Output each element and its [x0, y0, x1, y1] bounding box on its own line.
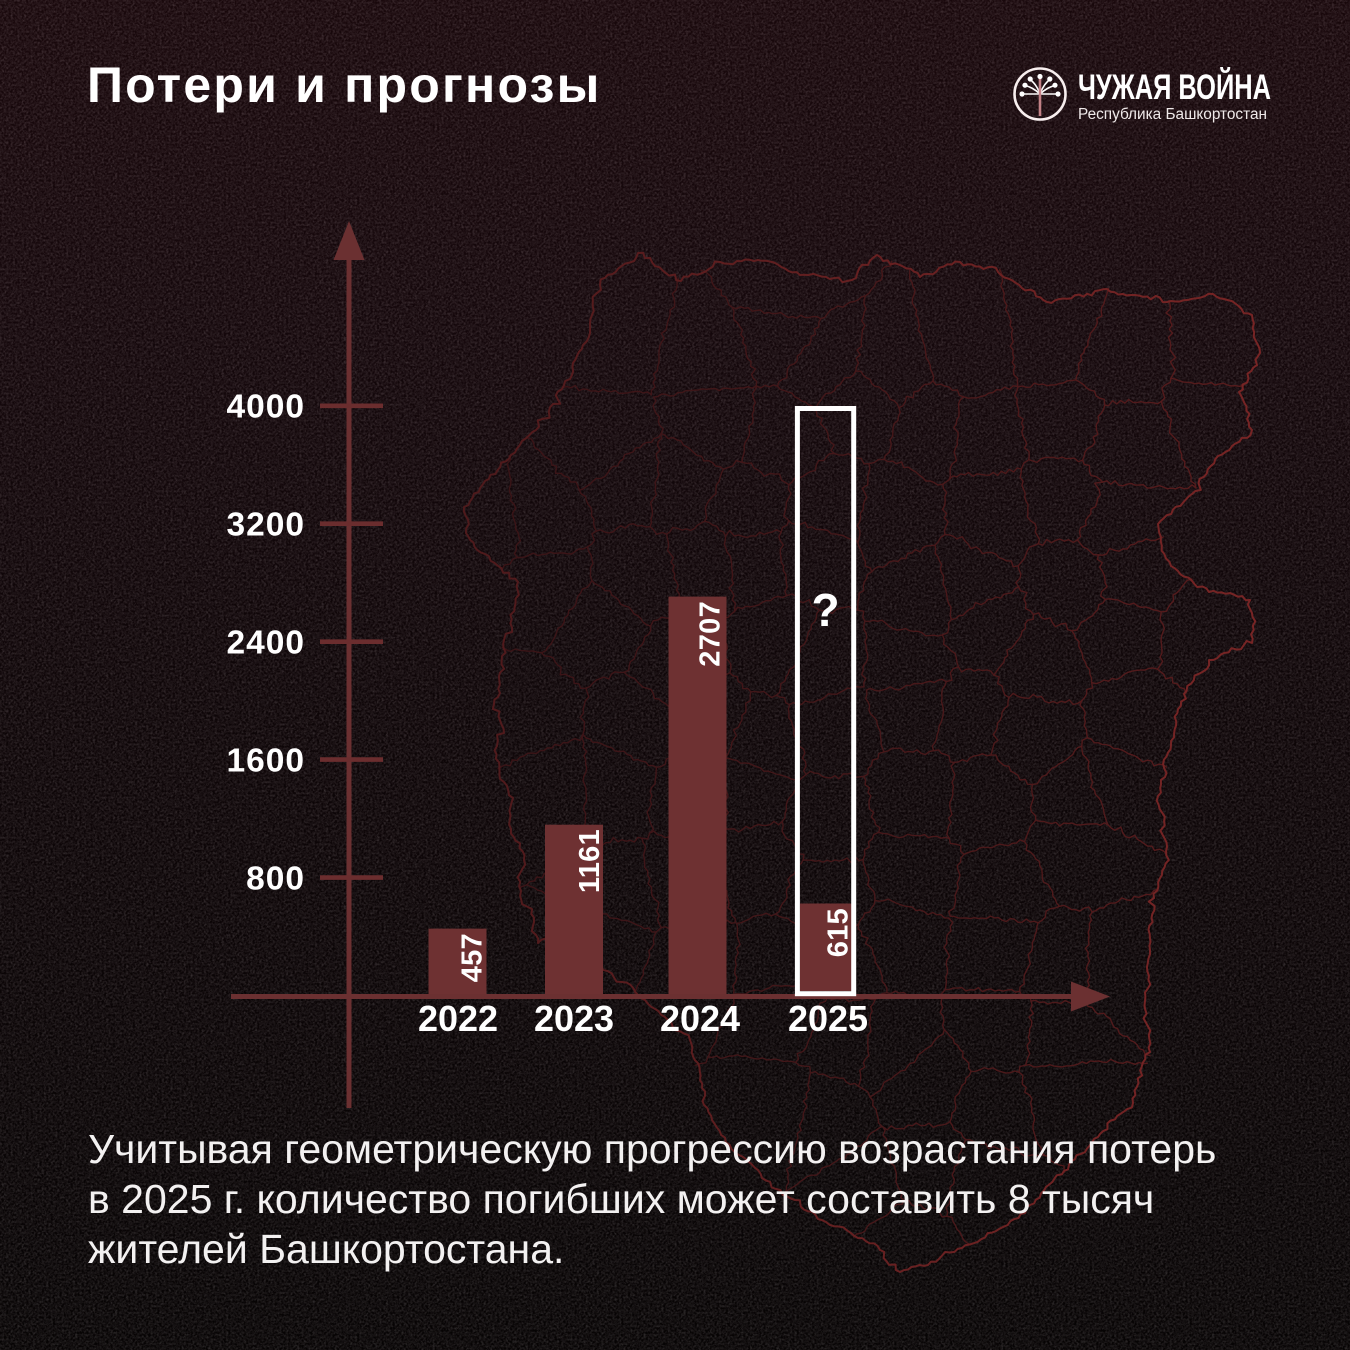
svg-text:2022: 2022	[418, 998, 498, 1039]
svg-text:2024: 2024	[660, 998, 740, 1039]
svg-text:2400: 2400	[226, 624, 305, 661]
svg-text:457: 457	[457, 933, 489, 982]
svg-text:1600: 1600	[226, 742, 305, 779]
svg-text:?: ?	[811, 584, 839, 636]
svg-text:800: 800	[246, 860, 305, 897]
svg-text:4000: 4000	[226, 389, 305, 426]
svg-text:2025: 2025	[788, 998, 868, 1039]
svg-text:ЧУЖАЯ ВОЙНА: ЧУЖАЯ ВОЙНА	[1078, 67, 1271, 107]
svg-text:3200: 3200	[226, 506, 305, 543]
svg-text:615: 615	[823, 908, 855, 957]
svg-text:2707: 2707	[695, 601, 727, 667]
svg-text:1161: 1161	[574, 829, 606, 893]
svg-text:2023: 2023	[534, 998, 614, 1039]
svg-text:Республика Башкортостан: Республика Башкортостан	[1078, 106, 1267, 123]
